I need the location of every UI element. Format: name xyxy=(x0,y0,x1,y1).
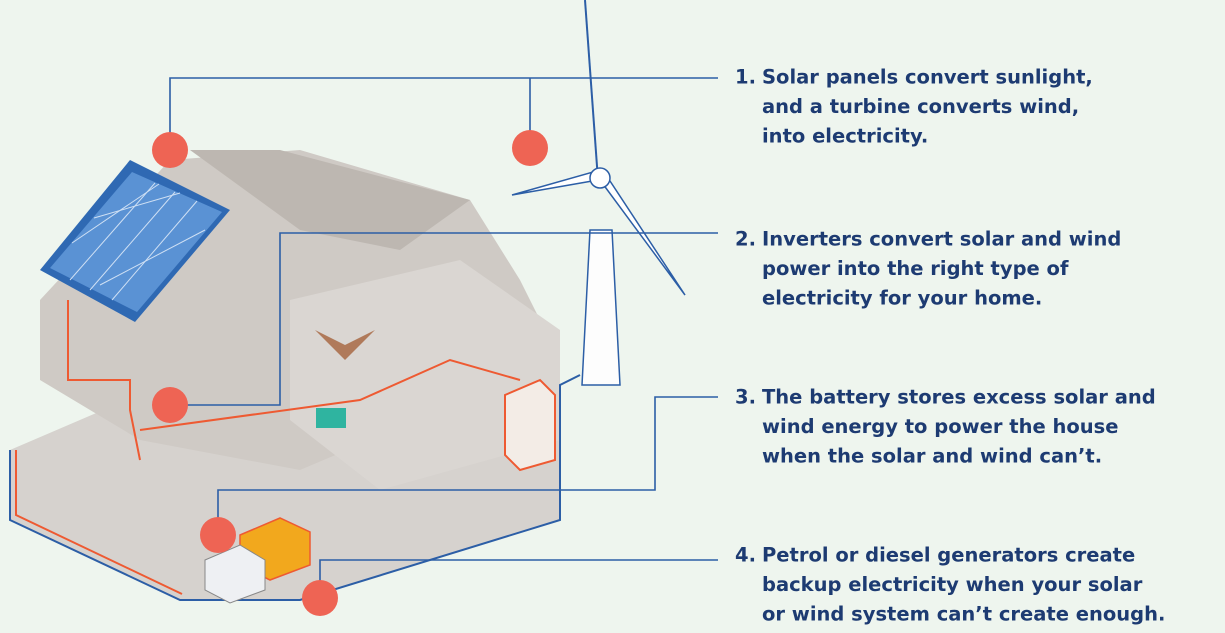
step-text: backup electricity when your solar xyxy=(762,573,1143,596)
step-text: power into the right type of xyxy=(762,257,1069,280)
step-number: 3. xyxy=(735,386,756,409)
step-number: 4. xyxy=(735,544,756,567)
step-text: Solar panels convert sunlight, xyxy=(762,66,1093,89)
step-text: or wind system can’t create enough. xyxy=(762,603,1165,626)
diagram: 1. Solar panels convert sunlight, and a tu… xyxy=(0,0,1225,633)
page: 1. Solar panels convert sunlight, and a tu… xyxy=(0,0,1225,633)
step-text: electricity for your home. xyxy=(762,287,1042,310)
step-text: Inverters convert solar and wind xyxy=(762,228,1121,251)
step-number: 1. xyxy=(735,66,756,89)
step-text: wind energy to power the house xyxy=(762,415,1118,438)
step-text: when the solar and wind can’t. xyxy=(762,445,1102,468)
step-text: and a turbine converts wind, xyxy=(762,95,1079,118)
step-text: into electricity. xyxy=(762,125,928,148)
step-text: Petrol or diesel generators create xyxy=(762,544,1135,567)
step-text: The battery stores excess solar and xyxy=(762,386,1156,409)
step-number: 2. xyxy=(735,228,756,251)
